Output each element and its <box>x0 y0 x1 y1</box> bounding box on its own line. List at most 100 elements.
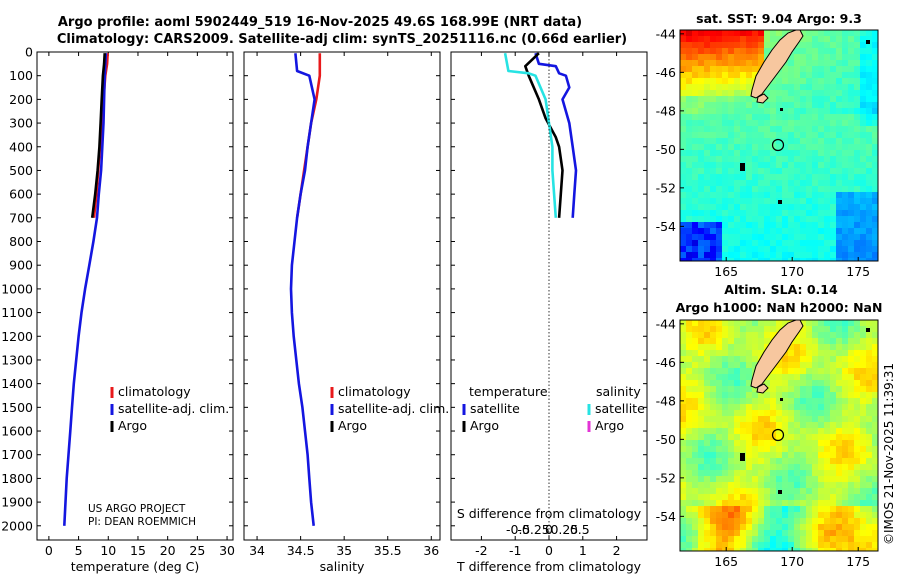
heatmap-cell <box>806 344 813 351</box>
heatmap-cell <box>716 446 723 453</box>
heatmap-cell <box>866 36 873 43</box>
heatmap-cell <box>812 446 819 453</box>
heatmap-cell <box>842 150 849 157</box>
heatmap-cell <box>704 216 711 223</box>
heatmap-cell <box>728 48 735 55</box>
heatmap-cell <box>788 234 795 241</box>
heatmap-cell <box>794 168 801 175</box>
heatmap-cell <box>758 30 765 37</box>
heatmap-cell <box>836 102 843 109</box>
heatmap-cell <box>836 258 843 261</box>
heatmap-cell <box>782 30 789 37</box>
heatmap-cell <box>842 380 849 387</box>
heatmap-cell <box>788 482 795 489</box>
heatmap-cell <box>746 258 753 261</box>
heatmap-cell <box>824 506 831 513</box>
heatmap-cell <box>830 524 837 531</box>
heatmap-cell <box>716 488 723 495</box>
heatmap-cell <box>836 470 843 477</box>
heatmap-cell <box>686 446 693 453</box>
heatmap-cell <box>818 162 825 169</box>
sst-map-ticks: 165 170 175-44-46-48-50-52-54 <box>656 26 871 279</box>
heatmap-cell <box>734 210 741 217</box>
heatmap-cell <box>824 482 831 489</box>
heatmap-cell <box>752 144 759 151</box>
heatmap-cell <box>716 380 723 387</box>
land-south-island <box>750 30 804 99</box>
heatmap-cell <box>764 150 771 157</box>
heatmap-cell <box>830 344 837 351</box>
heatmap-cell <box>800 198 807 205</box>
heatmap-cell <box>686 482 693 489</box>
heatmap-cell <box>836 42 843 49</box>
heatmap-cell <box>824 36 831 43</box>
heatmap-cell <box>704 144 711 151</box>
heatmap-cell <box>722 144 729 151</box>
heatmap-cell <box>800 332 807 339</box>
heatmap-cell <box>872 240 878 247</box>
heatmap-cell <box>770 500 777 507</box>
heatmap-cell <box>740 434 747 441</box>
line-temperature-satellite-adj-clim- <box>63 53 108 526</box>
heatmap-cell <box>704 374 711 381</box>
heatmap-cell <box>686 470 693 477</box>
heatmap-cell <box>710 524 717 531</box>
heatmap-cell <box>752 488 759 495</box>
heatmap-cell <box>800 180 807 187</box>
heatmap-cell <box>866 198 873 205</box>
heatmap-cell <box>722 344 729 351</box>
heatmap-cell <box>788 530 795 537</box>
heatmap-cell <box>734 102 741 109</box>
heatmap-cell <box>722 138 729 145</box>
heatmap-cell <box>770 446 777 453</box>
heatmap-cell <box>800 156 807 163</box>
heatmap-cell <box>812 428 819 435</box>
heatmap-cell <box>782 398 789 405</box>
axis-ticks: 0100200300400500600700800900100011001200… <box>1 45 647 558</box>
heatmap-cell <box>836 126 843 133</box>
heatmap-cell <box>782 252 789 259</box>
credit-project: US ARGO PROJECT <box>88 503 186 515</box>
heatmap-cell <box>740 150 747 157</box>
heatmap-cell <box>806 102 813 109</box>
heatmap-cell <box>872 42 878 49</box>
heatmap-cell <box>758 162 765 169</box>
heatmap-cell <box>830 102 837 109</box>
heatmap-cell <box>752 258 759 261</box>
heatmap-cell <box>722 404 729 411</box>
heatmap-cell <box>722 228 729 235</box>
heatmap-cell <box>794 156 801 163</box>
heatmap-cell <box>866 90 873 97</box>
heatmap-cell <box>872 156 878 163</box>
heatmap-cell <box>854 132 861 139</box>
heatmap-cell <box>824 240 831 247</box>
heatmap-cell <box>824 210 831 217</box>
x-tick-label: 10 <box>100 543 116 558</box>
heatmap-cell <box>698 102 705 109</box>
heatmap-cell <box>824 138 831 145</box>
heatmap-cell <box>788 174 795 181</box>
heatmap-cell <box>872 96 878 103</box>
heatmap-cell <box>734 156 741 163</box>
heatmap-cell <box>770 380 777 387</box>
heatmap-cell <box>710 332 717 339</box>
heatmap-cell <box>692 458 699 465</box>
heatmap-cell <box>830 90 837 97</box>
heatmap-cell <box>812 368 819 375</box>
heatmap-cell <box>818 440 825 447</box>
heatmap-cell <box>680 258 687 261</box>
heatmap-cell <box>860 524 867 531</box>
heatmap-cell <box>824 96 831 103</box>
heatmap-cell <box>860 500 867 507</box>
heatmap-cell <box>812 228 819 235</box>
heatmap-cell <box>806 114 813 121</box>
heatmap-cell <box>734 132 741 139</box>
heatmap-cell <box>692 524 699 531</box>
heatmap-cell <box>860 126 867 133</box>
heatmap-cell <box>794 506 801 513</box>
map-y-tick-label: -54 <box>656 219 676 234</box>
heatmap-cell <box>788 78 795 85</box>
heatmap-cell <box>680 326 687 333</box>
heatmap-cell <box>812 380 819 387</box>
heatmap-cell <box>704 464 711 471</box>
